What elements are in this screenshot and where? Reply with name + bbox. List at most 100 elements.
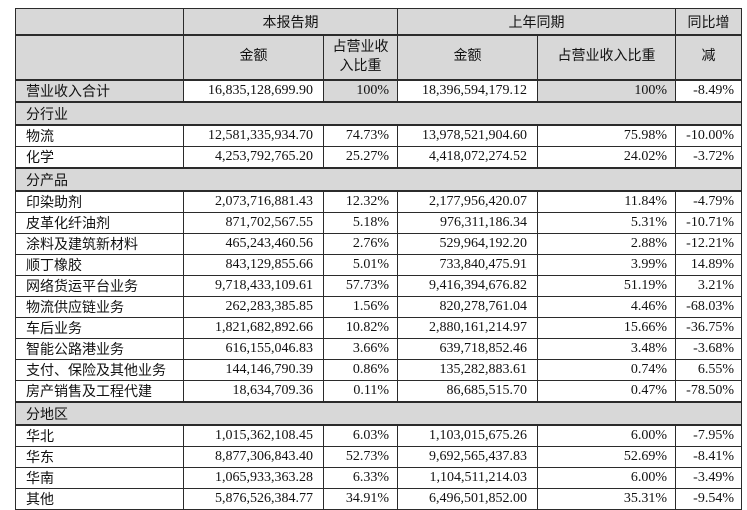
prior-amount: 9,416,394,676.82 [397,275,538,297]
row-label: 华东 [15,446,184,468]
prior-amount: 2,177,956,420.07 [397,190,538,213]
yoy-change: -36.75% [675,317,742,339]
yoy-change-header-bottom: 减 [675,34,742,81]
prior-ratio: 100% [537,79,676,103]
prior-amount: 9,692,565,437.83 [397,446,538,468]
row-label: 皮革化纤油剂 [15,212,184,234]
current-ratio: 25.27% [323,146,398,169]
current-amount: 12,581,335,934.70 [183,124,324,147]
current-ratio: 5.18% [323,212,398,234]
section-label: 分产品 [15,167,742,192]
prior-ratio: 0.74% [537,359,676,381]
current-amount: 465,243,460.56 [183,233,324,255]
row-label: 印染助剂 [15,190,184,213]
prior-amount: 1,103,015,675.26 [397,424,538,447]
current-amount: 1,015,362,108.45 [183,424,324,447]
table-row: 营业收入合计 16,835,128,699.90 100% 18,396,594,17… [15,79,742,103]
prior-amount: 13,978,521,904.60 [397,124,538,147]
corner-cell-top [15,8,184,36]
current-ratio: 57.73% [323,275,398,297]
current-amount: 8,877,306,843.40 [183,446,324,468]
prior-amount: 1,104,511,214.03 [397,467,538,489]
prior-amount: 6,496,501,852.00 [397,488,538,510]
current-amount: 843,129,855.66 [183,254,324,276]
row-label: 其他 [15,488,184,510]
current-amount-header: 金额 [183,34,324,81]
current-ratio: 100% [323,79,398,103]
current-ratio: 6.03% [323,424,398,447]
current-amount: 2,073,716,881.43 [183,190,324,213]
yoy-change: -3.72% [675,146,742,169]
current-period-header: 本报告期 [183,8,398,36]
prior-ratio: 6.00% [537,424,676,447]
table-row: 房产销售及工程代建 18,634,709.36 0.11% 86,685,515.70… [15,380,742,403]
prior-amount: 18,396,594,179.12 [397,79,538,103]
current-amount: 1,821,682,892.66 [183,317,324,339]
current-amount: 4,253,792,765.20 [183,146,324,169]
prior-amount: 4,418,072,274.52 [397,146,538,169]
header-row-period-groups: 本报告期 上年同期 同比增 [15,8,742,36]
prior-ratio: 2.88% [537,233,676,255]
current-amount: 144,146,790.39 [183,359,324,381]
prior-amount: 820,278,761.04 [397,296,538,318]
revenue-breakdown-table: 本报告期 上年同期 同比增 金额 占营业收入比重 金额 占营业收入比重 减 营业… [15,8,742,510]
prior-amount: 86,685,515.70 [397,380,538,403]
row-label: 车后业务 [15,317,184,339]
prior-ratio-header: 占营业收入比重 [537,34,676,81]
table-row: 华南 1,065,933,363.28 6.33% 1,104,511,214.03 6… [15,467,742,489]
section-row: 分产品 [15,167,742,192]
prior-ratio: 52.69% [537,446,676,468]
table-row: 智能公路港业务 616,155,046.83 3.66% 639,718,852.46… [15,338,742,360]
yoy-change: -10.00% [675,124,742,147]
prior-ratio: 35.31% [537,488,676,510]
prior-ratio: 4.46% [537,296,676,318]
table-row: 顺丁橡胶 843,129,855.66 5.01% 733,840,475.91 3.9… [15,254,742,276]
table-row: 网络货运平台业务 9,718,433,109.61 57.73% 9,416,394,… [15,275,742,297]
table-row: 化学 4,253,792,765.20 25.27% 4,418,072,274.52… [15,146,742,169]
prior-amount: 976,311,186.34 [397,212,538,234]
current-ratio: 10.82% [323,317,398,339]
yoy-change: -7.95% [675,424,742,447]
current-ratio: 1.56% [323,296,398,318]
yoy-change-header-top: 同比增 [675,8,742,36]
current-amount: 1,065,933,363.28 [183,467,324,489]
prior-amount: 639,718,852.46 [397,338,538,360]
yoy-change: -10.71% [675,212,742,234]
yoy-change: -9.54% [675,488,742,510]
section-label: 分行业 [15,101,742,126]
yoy-change: -78.50% [675,380,742,403]
prior-ratio: 3.99% [537,254,676,276]
current-ratio: 2.76% [323,233,398,255]
prior-ratio: 75.98% [537,124,676,147]
prior-amount: 529,964,192.20 [397,233,538,255]
table-row: 车后业务 1,821,682,892.66 10.82% 2,880,161,214.… [15,317,742,339]
current-ratio: 74.73% [323,124,398,147]
table-row: 物流 12,581,335,934.70 74.73% 13,978,521,904.… [15,124,742,147]
row-label: 化学 [15,146,184,169]
current-ratio-header: 占营业收入比重 [323,34,398,81]
table-row: 华北 1,015,362,108.45 6.03% 1,103,015,675.26 6… [15,424,742,447]
yoy-change: -3.68% [675,338,742,360]
current-amount: 9,718,433,109.61 [183,275,324,297]
current-ratio: 3.66% [323,338,398,360]
section-row: 分行业 [15,101,742,126]
table-header: 本报告期 上年同期 同比增 金额 占营业收入比重 金额 占营业收入比重 减 [15,8,742,81]
row-label: 智能公路港业务 [15,338,184,360]
current-ratio: 34.91% [323,488,398,510]
current-ratio: 5.01% [323,254,398,276]
row-label: 支付、保险及其他业务 [15,359,184,381]
prior-ratio: 24.02% [537,146,676,169]
table-row: 涂料及建筑新材料 465,243,460.56 2.76% 529,964,192.2… [15,233,742,255]
row-label: 华南 [15,467,184,489]
current-amount: 16,835,128,699.90 [183,79,324,103]
yoy-change: 3.21% [675,275,742,297]
table-body: 营业收入合计 16,835,128,699.90 100% 18,396,594,17… [15,79,742,510]
revenue-breakdown-sheet: 本报告期 上年同期 同比增 金额 占营业收入比重 金额 占营业收入比重 减 营业… [15,8,742,510]
table-row: 物流供应链业务 262,283,385.85 1.56% 820,278,761.04… [15,296,742,318]
prior-ratio: 0.47% [537,380,676,403]
section-label: 分地区 [15,401,742,426]
current-amount: 616,155,046.83 [183,338,324,360]
row-label: 华北 [15,424,184,447]
prior-amount: 135,282,883.61 [397,359,538,381]
current-ratio: 12.32% [323,190,398,213]
